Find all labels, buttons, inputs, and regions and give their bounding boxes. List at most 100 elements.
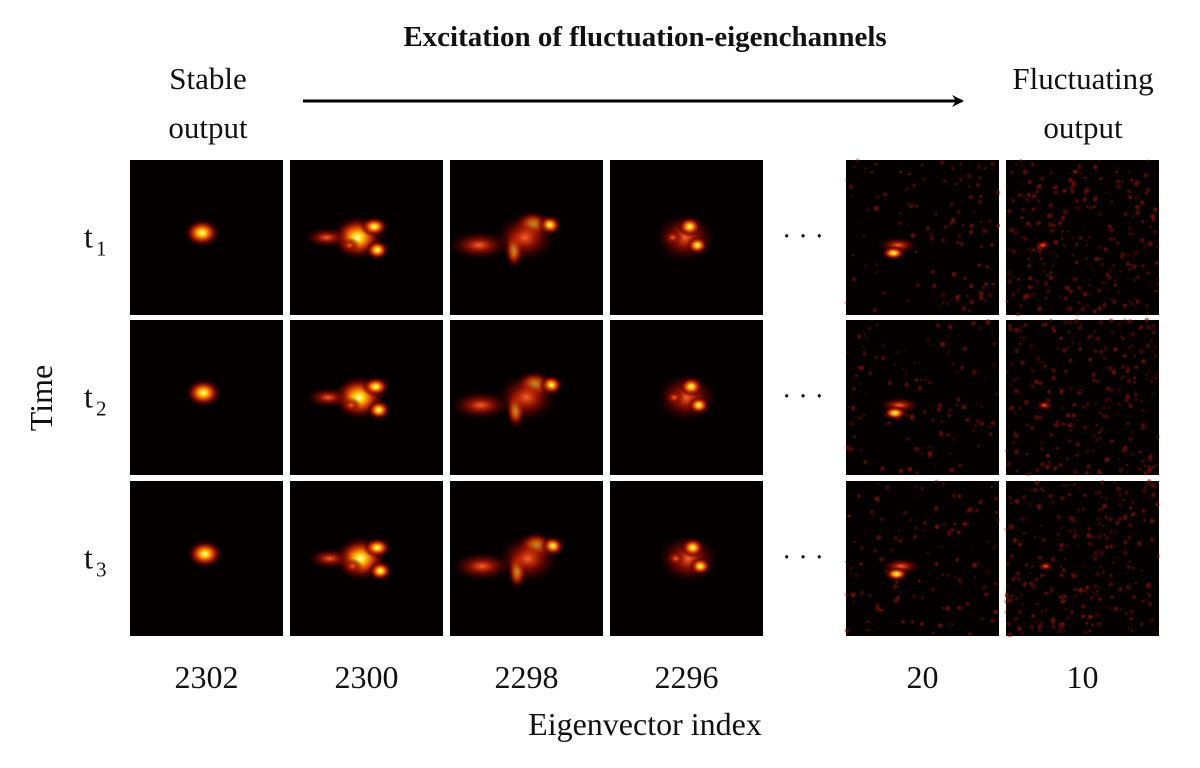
speckle xyxy=(1081,385,1084,388)
speckle xyxy=(879,557,884,562)
speckle xyxy=(1023,323,1027,327)
speckle xyxy=(1153,376,1158,381)
speckle xyxy=(926,551,930,555)
speckle xyxy=(1031,207,1036,211)
speckle xyxy=(1118,167,1121,170)
speckle xyxy=(851,277,857,282)
speckle xyxy=(881,344,885,348)
speckle xyxy=(978,326,982,330)
speckle xyxy=(899,170,903,174)
speckle xyxy=(1061,568,1066,573)
speckle xyxy=(1099,426,1104,432)
speckle xyxy=(1088,278,1091,282)
speckle xyxy=(1049,172,1053,175)
speckle xyxy=(1141,488,1147,494)
speckle xyxy=(930,587,935,592)
speckle xyxy=(1060,622,1066,628)
speckle xyxy=(1134,303,1138,307)
speckle xyxy=(1016,571,1020,576)
speckle xyxy=(1097,597,1102,602)
speckle xyxy=(862,352,866,356)
speckle xyxy=(922,529,925,532)
speckle xyxy=(1071,574,1076,579)
speckle xyxy=(1121,374,1126,380)
column-label: 10 xyxy=(1067,659,1099,695)
speckle xyxy=(957,463,962,468)
speckle xyxy=(934,561,939,567)
speckle xyxy=(1142,409,1145,412)
speckle xyxy=(1142,518,1147,522)
speckle xyxy=(889,421,892,424)
speckle xyxy=(1031,565,1034,568)
speckle xyxy=(1111,369,1117,375)
speckle xyxy=(1064,369,1068,373)
speckle xyxy=(1140,419,1143,422)
speckle xyxy=(1140,622,1144,626)
speckle xyxy=(1076,453,1081,457)
speckle xyxy=(1150,482,1156,488)
speckle xyxy=(956,209,961,215)
speckle xyxy=(1135,210,1141,216)
speckle xyxy=(1131,566,1136,570)
speckle xyxy=(1099,565,1103,569)
speckle xyxy=(1151,349,1155,354)
speckle xyxy=(849,420,855,427)
speckle xyxy=(1092,196,1098,202)
speckle xyxy=(1113,555,1117,559)
speckle xyxy=(966,173,972,179)
speckle xyxy=(1020,631,1024,635)
speckle xyxy=(1007,248,1011,252)
speckle xyxy=(1084,238,1088,242)
speckle xyxy=(990,161,995,167)
speckle xyxy=(927,450,933,456)
speckle xyxy=(1077,509,1080,512)
speckle xyxy=(943,224,947,229)
speckle xyxy=(1049,204,1053,208)
speckle xyxy=(1058,595,1062,599)
speckle xyxy=(1131,265,1137,271)
speckle xyxy=(969,283,974,289)
speckle xyxy=(1022,532,1026,535)
speckle xyxy=(1011,249,1017,254)
speckle xyxy=(1107,583,1111,587)
speckle xyxy=(1011,576,1016,582)
speckle xyxy=(1049,270,1053,275)
speckle xyxy=(1121,365,1125,369)
speckle xyxy=(1109,573,1113,578)
speckle xyxy=(1122,353,1127,358)
speckle xyxy=(966,294,969,298)
speckle xyxy=(965,417,970,422)
speckle xyxy=(1058,295,1063,299)
speckle xyxy=(1063,557,1067,561)
panel-image xyxy=(1005,159,1160,317)
speckle xyxy=(919,378,923,382)
speckle xyxy=(893,536,898,540)
intensity-spot xyxy=(1037,561,1054,572)
speckle xyxy=(936,407,942,412)
speckle xyxy=(1022,495,1026,499)
speckle xyxy=(864,167,867,170)
speckle xyxy=(985,569,991,575)
speckle xyxy=(1065,608,1068,611)
speckle xyxy=(967,507,973,513)
speckle xyxy=(1156,554,1160,559)
speckle xyxy=(1077,390,1083,396)
speckle xyxy=(1147,456,1153,462)
speckle xyxy=(1019,392,1022,396)
speckle xyxy=(1012,618,1016,622)
speckle xyxy=(917,579,921,583)
speckle xyxy=(1102,533,1106,537)
speckle xyxy=(932,343,935,347)
panel-background xyxy=(1006,160,1159,315)
speckle xyxy=(1028,344,1034,349)
speckle xyxy=(1109,388,1114,393)
speckle xyxy=(1071,341,1074,344)
speckle xyxy=(1017,193,1022,198)
speckle xyxy=(1105,272,1110,278)
speckle xyxy=(1155,283,1158,286)
speckle xyxy=(1018,406,1022,410)
speckle xyxy=(1104,535,1110,541)
speckle xyxy=(949,202,954,207)
speckle xyxy=(868,371,873,376)
speckle xyxy=(1095,611,1101,617)
